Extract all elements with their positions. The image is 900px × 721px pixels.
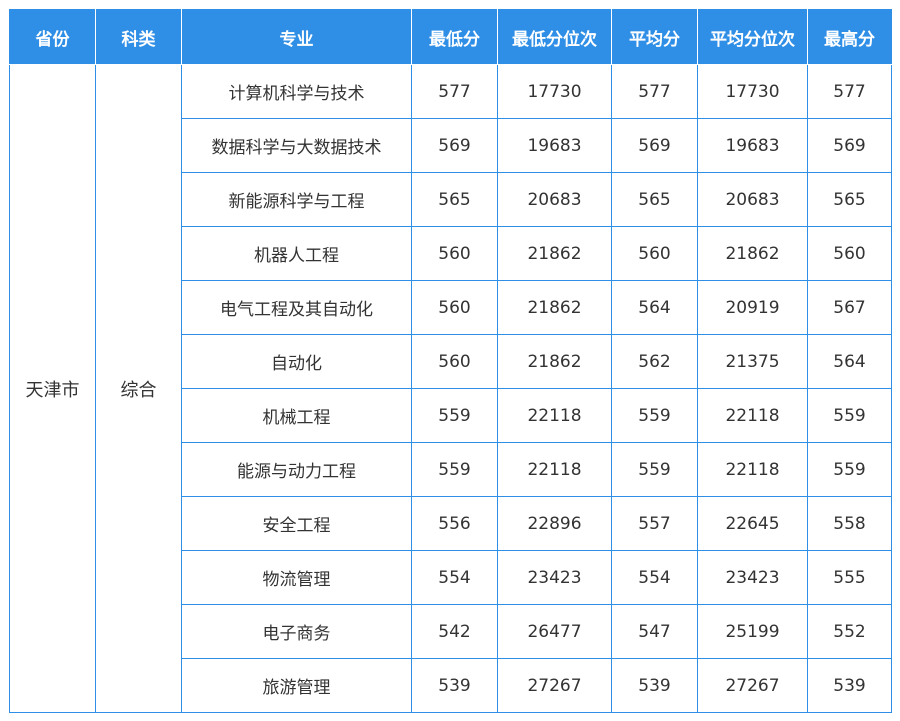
avg-rank-cell: 23423 [697,550,808,605]
table-row: 机器人工程 560 21862 560 21862 560 [10,226,892,281]
major-cell: 电气工程及其自动化 [181,280,412,335]
header-row: 省份 科类 专业 最低分 最低分位次 平均分 平均分位次 最高分 [9,9,892,65]
min-rank-cell: 27267 [497,658,612,713]
max-score-cell: 577 [807,64,892,119]
min-score-cell: 556 [411,496,498,551]
avg-rank-cell: 21862 [697,226,808,281]
min-rank-cell: 22896 [497,496,612,551]
avg-rank-cell: 17730 [697,64,808,119]
min-score-cell: 559 [411,442,498,497]
avg-score-cell: 559 [611,442,698,497]
table-row: 数据科学与大数据技术 569 19683 569 19683 569 [10,118,892,173]
avg-rank-cell: 25199 [697,604,808,659]
major-cell: 旅游管理 [181,658,412,713]
avg-score-cell: 577 [611,64,698,119]
min-score-cell: 560 [411,280,498,335]
max-score-cell: 569 [807,118,892,173]
province-cell: 天津市 [9,64,96,713]
header-avg-score: 平均分 [611,9,698,65]
major-cell: 机器人工程 [181,226,412,281]
min-score-cell: 542 [411,604,498,659]
table-row: 机械工程 559 22118 559 22118 559 [10,388,892,443]
header-major: 专业 [181,9,412,65]
table-row: 物流管理 554 23423 554 23423 555 [10,550,892,605]
major-cell: 能源与动力工程 [181,442,412,497]
major-cell: 数据科学与大数据技术 [181,118,412,173]
table-row: 安全工程 556 22896 557 22645 558 [10,496,892,551]
max-score-cell: 560 [807,226,892,281]
avg-score-cell: 565 [611,172,698,227]
min-score-cell: 565 [411,172,498,227]
min-rank-cell: 26477 [497,604,612,659]
avg-score-cell: 559 [611,388,698,443]
category-cell: 综合 [95,64,182,713]
min-rank-cell: 22118 [497,442,612,497]
header-category: 科类 [95,9,182,65]
table-row: 电子商务 542 26477 547 25199 552 [10,604,892,659]
min-score-cell: 569 [411,118,498,173]
admission-scores-table: 省份 科类 专业 最低分 最低分位次 平均分 平均分位次 最高分 天津市 综合 计算… [9,9,892,713]
header-min-rank: 最低分位次 [497,9,612,65]
max-score-cell: 558 [807,496,892,551]
min-rank-cell: 17730 [497,64,612,119]
table-row: 旅游管理 539 27267 539 27267 539 [10,658,892,713]
max-score-cell: 564 [807,334,892,389]
min-rank-cell: 21862 [497,280,612,335]
header-province: 省份 [9,9,96,65]
min-rank-cell: 20683 [497,172,612,227]
avg-score-cell: 560 [611,226,698,281]
header-min-score: 最低分 [411,9,498,65]
table-body: 天津市 综合 计算机科学与技术 577 17730 577 17730 577 数据科学与大数据… [9,64,892,713]
min-rank-cell: 22118 [497,388,612,443]
header-avg-rank: 平均分位次 [697,9,808,65]
major-cell: 新能源科学与工程 [181,172,412,227]
min-rank-cell: 21862 [497,226,612,281]
major-cell: 安全工程 [181,496,412,551]
avg-score-cell: 562 [611,334,698,389]
avg-score-cell: 539 [611,658,698,713]
major-cell: 电子商务 [181,604,412,659]
min-rank-cell: 21862 [497,334,612,389]
min-rank-cell: 19683 [497,118,612,173]
avg-rank-cell: 21375 [697,334,808,389]
min-score-cell: 560 [411,226,498,281]
major-cell: 计算机科学与技术 [181,64,412,119]
avg-score-cell: 547 [611,604,698,659]
max-score-cell: 559 [807,442,892,497]
avg-score-cell: 569 [611,118,698,173]
min-score-cell: 577 [411,64,498,119]
table-row: 自动化 560 21862 562 21375 564 [10,334,892,389]
major-cell: 自动化 [181,334,412,389]
avg-rank-cell: 22118 [697,442,808,497]
min-score-cell: 539 [411,658,498,713]
avg-rank-cell: 27267 [697,658,808,713]
table-row: 新能源科学与工程 565 20683 565 20683 565 [10,172,892,227]
table-row: 天津市 综合 计算机科学与技术 577 17730 577 17730 577 [9,64,892,713]
max-score-cell: 552 [807,604,892,659]
max-score-cell: 567 [807,280,892,335]
avg-rank-cell: 22118 [697,388,808,443]
min-score-cell: 554 [411,550,498,605]
table-header: 省份 科类 专业 最低分 最低分位次 平均分 平均分位次 最高分 [9,9,892,65]
max-score-cell: 555 [807,550,892,605]
header-max-score: 最高分 [807,9,892,65]
avg-rank-cell: 22645 [697,496,808,551]
max-score-cell: 565 [807,172,892,227]
max-score-cell: 559 [807,388,892,443]
major-cell: 物流管理 [181,550,412,605]
avg-score-cell: 557 [611,496,698,551]
min-score-cell: 560 [411,334,498,389]
avg-score-cell: 554 [611,550,698,605]
avg-rank-cell: 19683 [697,118,808,173]
min-score-cell: 559 [411,388,498,443]
min-rank-cell: 23423 [497,550,612,605]
avg-rank-cell: 20683 [697,172,808,227]
avg-rank-cell: 20919 [697,280,808,335]
table-row: 电气工程及其自动化 560 21862 564 20919 567 [10,280,892,335]
max-score-cell: 539 [807,658,892,713]
avg-score-cell: 564 [611,280,698,335]
major-cell: 机械工程 [181,388,412,443]
